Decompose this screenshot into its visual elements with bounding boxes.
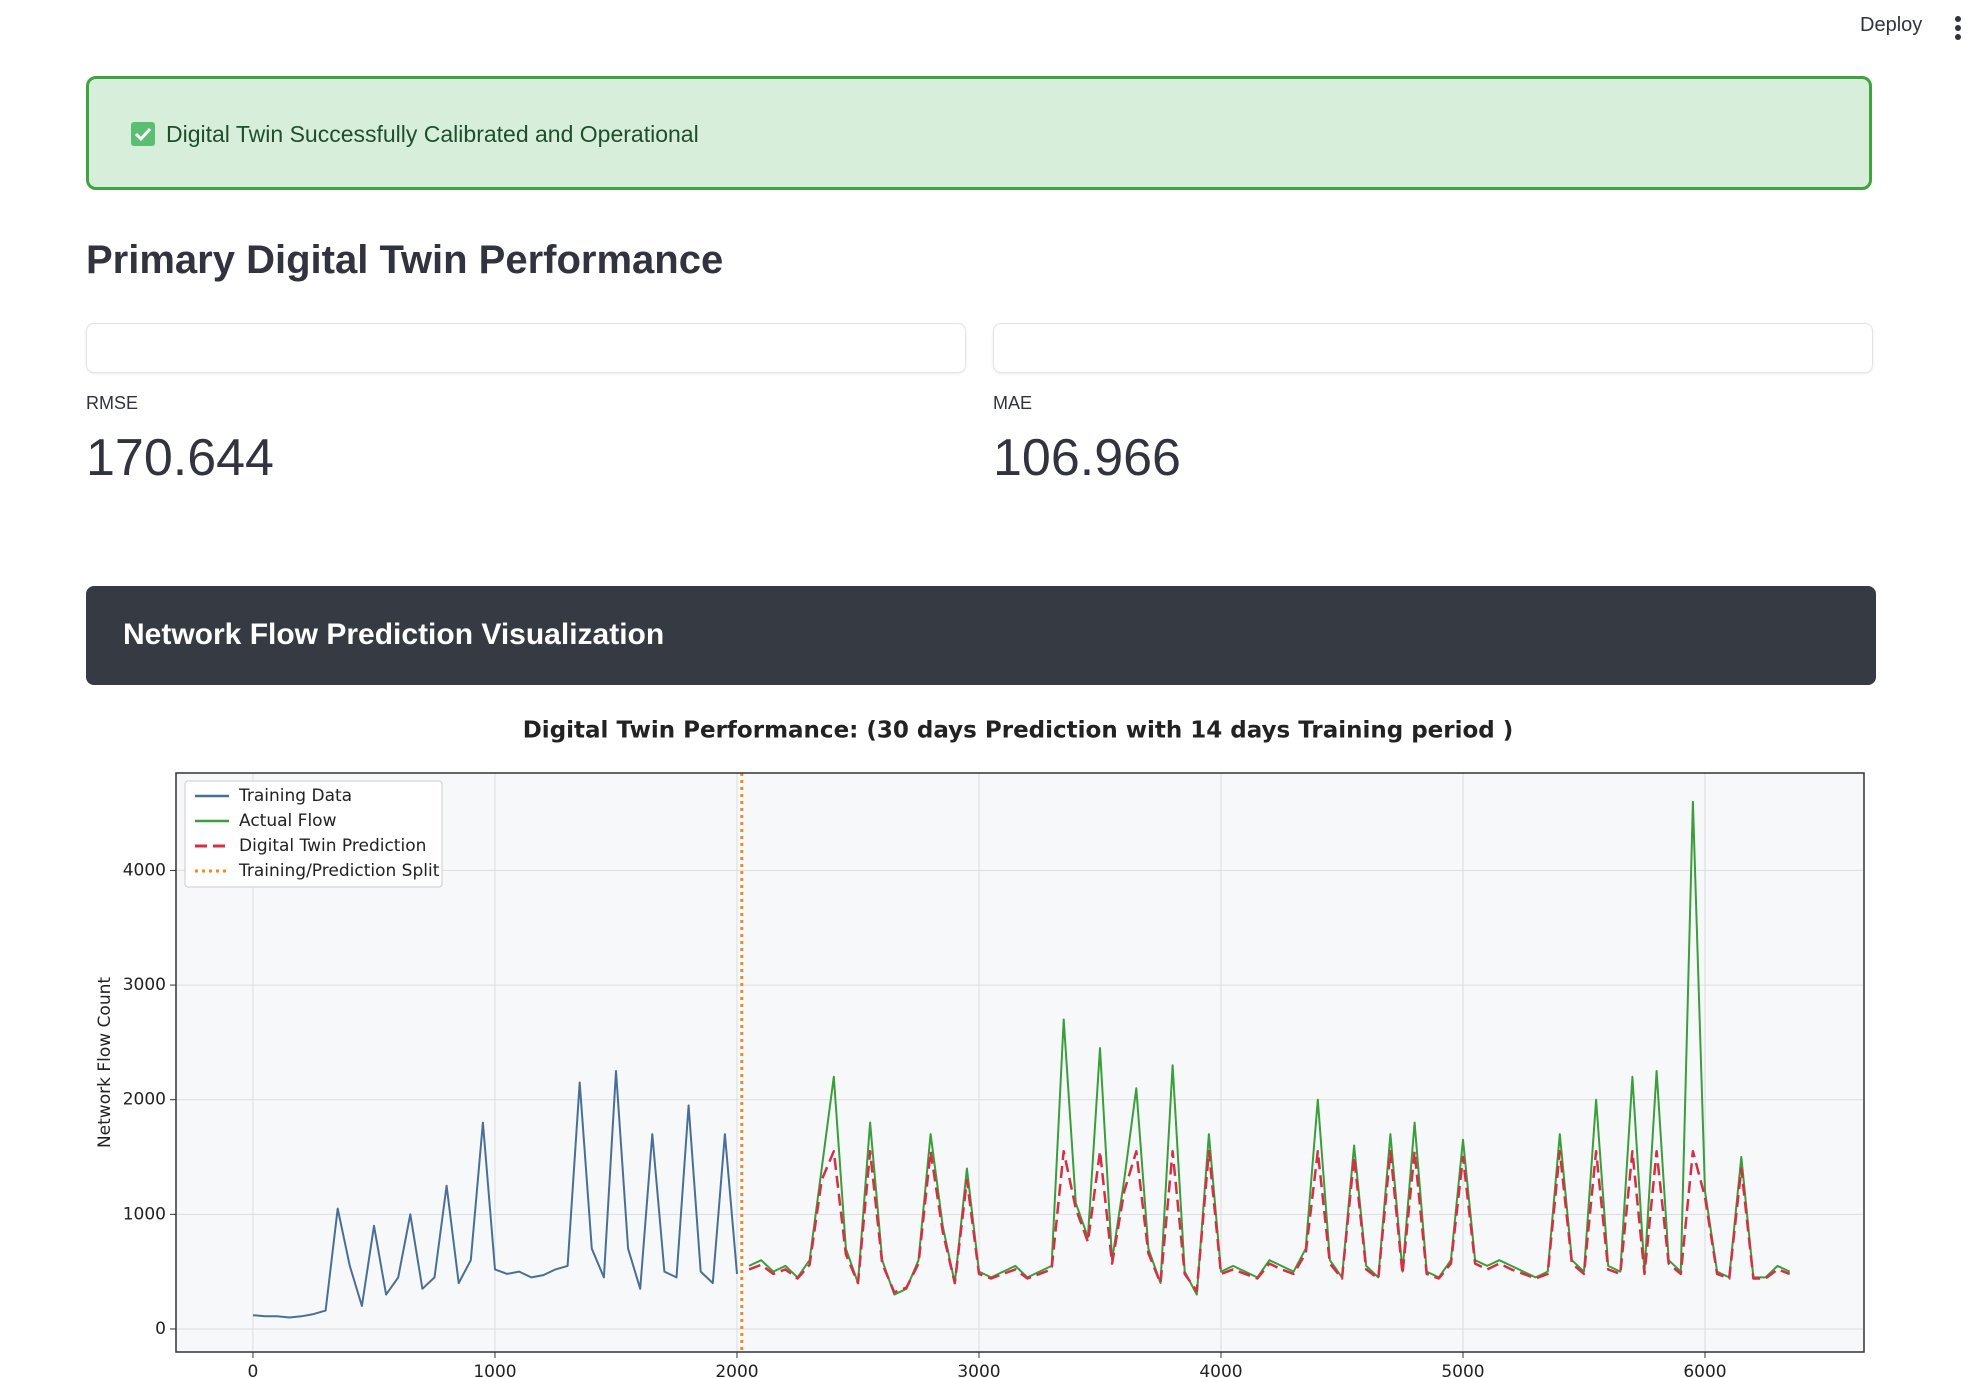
y-tick-label: 3000 (123, 975, 166, 995)
chart-title: Digital Twin Performance: (30 days Predi… (523, 718, 1514, 744)
x-tick-label: 6000 (1683, 1362, 1726, 1378)
metric-card (86, 323, 966, 373)
x-tick-label: 1000 (473, 1362, 516, 1378)
legend-label: Digital Twin Prediction (239, 836, 426, 856)
x-tick-label: 4000 (1199, 1362, 1242, 1378)
series-line (252, 1070, 738, 1319)
success-alert: Digital Twin Successfully Calibrated and… (86, 76, 1872, 190)
metric-label: RMSE (86, 393, 139, 413)
y-axis-label: Network Flow Count (95, 977, 115, 1148)
metric-label: MAE (993, 393, 1033, 413)
metric-value: 106.966 (993, 429, 1181, 487)
deploy-button[interactable]: Deploy (1860, 14, 1923, 36)
series-line (748, 1150, 1791, 1294)
legend: Training Data Actual Flow Digital Twin Pre… (184, 780, 443, 888)
x-tick-label: 5000 (1441, 1362, 1484, 1378)
x-tick-label: 3000 (957, 1362, 1000, 1378)
chart: Digital Twin Performance: (30 days Predi… (95, 718, 1865, 1378)
y-tick-label: 0 (155, 1319, 166, 1339)
y-tick-label: 2000 (123, 1090, 166, 1110)
legend-box (184, 780, 443, 888)
legend-label: Training/Prediction Split (238, 861, 440, 881)
legend-label: Training Data (238, 786, 352, 806)
metric-value: 170.644 (86, 429, 274, 487)
alert-text: Digital Twin Successfully Calibrated and… (166, 121, 699, 147)
y-tick-label: 4000 (123, 860, 166, 880)
section-title: Primary Digital Twin Performance (86, 238, 724, 282)
metric-card (993, 323, 1873, 373)
y-tick-label: 1000 (123, 1204, 166, 1224)
section-banner: Network Flow Prediction Visualization (86, 586, 1876, 685)
plot-area (176, 773, 1864, 1352)
main-menu[interactable] (1952, 14, 1964, 46)
legend-label: Actual Flow (239, 811, 337, 831)
x-tick-label: 0 (248, 1362, 259, 1378)
banner-text: Network Flow Prediction Visualization (123, 618, 665, 651)
plot-frame (175, 772, 1865, 1353)
check-icon (131, 122, 155, 146)
x-tick-label: 2000 (715, 1362, 758, 1378)
